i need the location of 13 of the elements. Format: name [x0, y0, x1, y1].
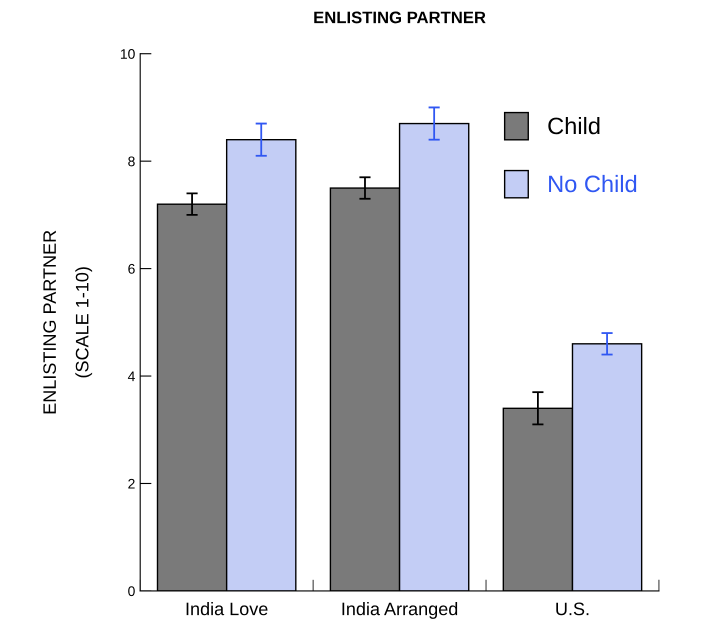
y-tick-label: 10	[120, 49, 135, 59]
x-tick-label: India Love	[186, 602, 268, 616]
y-tick-label: 0	[128, 586, 135, 596]
legend-label: No Child	[549, 174, 636, 192]
y-tick-label: 8	[128, 156, 135, 166]
chart-title: ENLISTING PARTNER	[314, 12, 486, 24]
y-axis-title: ENLISTING PARTNER (SCALE 1-10)	[43, 230, 92, 414]
y-tick-label: 4	[128, 372, 135, 382]
legend-label: Child	[548, 116, 600, 134]
x-tick-label: India Arranged	[342, 602, 458, 619]
y-tick-label: 6	[128, 264, 135, 274]
y-tick-label: 2	[128, 478, 135, 489]
x-tick-label: U.S.	[556, 602, 588, 616]
